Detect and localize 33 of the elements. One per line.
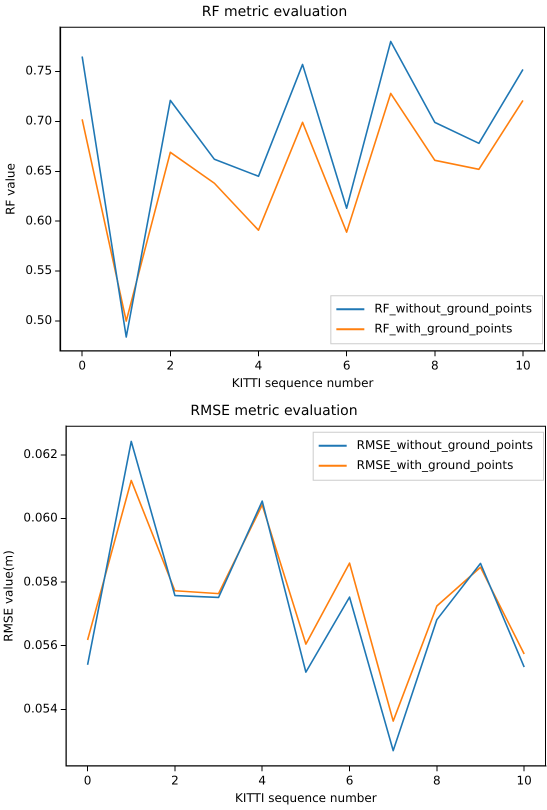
- x-tick-label: 4: [258, 774, 266, 788]
- x-tick-label: 0: [78, 358, 86, 373]
- y-tick-label: 0.50: [25, 313, 52, 328]
- chart-title: RF metric evaluation: [202, 4, 348, 20]
- x-tick-label: 10: [516, 774, 532, 788]
- x-tick-label: 0: [84, 774, 92, 788]
- y-axis-title: RMSE value(m): [1, 550, 16, 642]
- x-tick-label: 8: [430, 358, 439, 373]
- legend-label: RMSE_without_ground_points: [356, 438, 534, 452]
- x-tick-label: 8: [433, 774, 441, 788]
- y-tick-label: 0.70: [25, 113, 52, 128]
- y-axis-title: RF value: [3, 163, 18, 215]
- x-tick-label: 4: [254, 358, 262, 373]
- y-tick-label: 0.65: [25, 163, 52, 178]
- x-axis-title: KITTI sequence number: [235, 790, 377, 805]
- x-axis-title: KITTI sequence number: [232, 376, 374, 390]
- chart-title: RMSE metric evaluation: [190, 403, 358, 420]
- y-tick-label: 0.062: [23, 447, 58, 462]
- x-tick-label: 10: [515, 358, 531, 373]
- legend-label: RF_without_ground_points: [374, 301, 532, 316]
- y-tick-label: 0.056: [23, 638, 58, 652]
- y-tick-label: 0.75: [25, 64, 52, 78]
- y-tick-label: 0.054: [23, 701, 58, 716]
- legend-label: RF_with_ground_points: [374, 321, 512, 336]
- x-tick-label: 2: [166, 358, 174, 373]
- y-tick-label: 0.060: [23, 510, 58, 525]
- x-tick-label: 6: [346, 774, 354, 788]
- y-tick-label: 0.058: [23, 574, 58, 588]
- x-tick-label: 2: [171, 774, 179, 788]
- x-tick-label: 6: [342, 358, 350, 373]
- y-tick-label: 0.55: [25, 263, 52, 278]
- legend-label: RMSE_with_ground_points: [356, 458, 514, 472]
- y-tick-label: 0.60: [25, 213, 52, 228]
